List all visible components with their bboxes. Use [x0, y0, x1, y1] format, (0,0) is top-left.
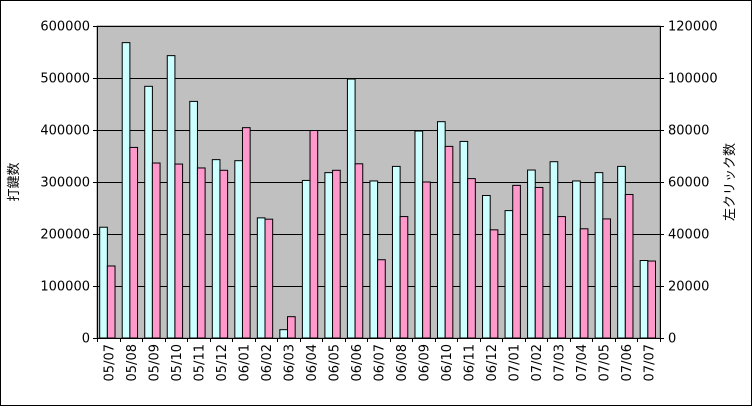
bar-left-clicks: [399, 216, 409, 339]
bar-left-clicks: [534, 186, 544, 339]
left-tick-label: 500000: [40, 72, 90, 87]
x-tick-label: 07/01: [508, 344, 523, 381]
bar-keystrokes: [459, 140, 469, 339]
left-axis-ticks: 0 100000 200000 300000 400000 500000 600000: [40, 20, 97, 347]
x-tick-label: 07/03: [553, 344, 568, 381]
left-axis-title: 打鍵数: [6, 162, 22, 201]
x-tick-label: 06/08: [395, 344, 410, 381]
x-tick-label: 06/03: [282, 344, 297, 381]
bar-left-clicks: [602, 218, 611, 339]
x-tick-label: 06/02: [260, 344, 275, 381]
bar-keystrokes: [279, 329, 289, 339]
bar-keystrokes: [549, 161, 559, 339]
right-tick-label: 60000: [668, 176, 709, 191]
right-tick-label: 100000: [668, 72, 718, 87]
bar-keystrokes: [414, 130, 424, 339]
x-tick-label: 05/07: [102, 344, 117, 381]
x-tick-label: 07/06: [620, 344, 635, 381]
bar-keystrokes: [256, 217, 266, 339]
bar-left-clicks: [377, 259, 386, 339]
x-tick-label: 06/06: [350, 344, 365, 381]
right-tick-label: 80000: [668, 124, 709, 139]
bar-left-clicks: [354, 163, 364, 339]
bar-left-clicks: [422, 181, 431, 339]
bar-keystrokes: [166, 55, 176, 339]
bar-left-clicks: [264, 218, 274, 339]
x-tick-label: 07/02: [530, 344, 545, 381]
bar-keystrokes: [211, 159, 221, 339]
x-tick-label: 07/07: [643, 344, 658, 381]
bar-left-clicks: [512, 184, 521, 339]
right-axis-title: 左クリック数: [723, 143, 738, 221]
bar-keystrokes: [369, 180, 379, 339]
bar-keystrokes: [504, 210, 514, 339]
left-tick-label: 200000: [40, 228, 90, 243]
left-tick-label: 0: [82, 332, 90, 347]
x-axis-ticks: 05/07 05/08 05/09 05/10 05/11 05/12 06/01 06/02…: [97, 338, 661, 381]
bar-left-clicks: [287, 316, 296, 339]
right-tick-label: 0: [668, 332, 676, 347]
right-axis-ticks: 0 20000 40000 60000 80000 100000 120000: [660, 20, 718, 347]
x-tick-label: 06/07: [373, 344, 388, 381]
x-tick-label: 06/12: [485, 344, 500, 381]
bar-left-clicks: [174, 163, 184, 339]
bar-keystrokes: [324, 172, 334, 339]
x-tick-label: 06/05: [327, 344, 342, 381]
bar-keystrokes: [346, 78, 356, 339]
bar-left-clicks: [332, 169, 341, 339]
bar-left-clicks: [647, 260, 657, 339]
bar-keystrokes: [437, 121, 446, 339]
right-tick-label: 120000: [668, 20, 718, 35]
bar-keystrokes: [617, 165, 626, 339]
left-tick-label: 400000: [40, 124, 90, 139]
bar-keystrokes: [121, 42, 131, 339]
bar-keystrokes: [391, 165, 401, 339]
x-tick-label: 06/04: [305, 344, 320, 381]
right-tick-label: 20000: [668, 280, 709, 295]
bar-keystrokes: [594, 172, 604, 339]
bar-left-clicks: [151, 162, 161, 339]
x-tick-label: 05/10: [170, 344, 185, 381]
bar-left-clicks: [196, 167, 206, 339]
x-tick-label: 07/04: [575, 344, 590, 381]
bar-left-clicks: [444, 145, 454, 339]
bar-left-clicks: [624, 193, 634, 339]
x-tick-label: 05/09: [147, 344, 162, 381]
bar-left-clicks: [579, 228, 589, 339]
bar-left-clicks: [309, 130, 319, 339]
bar-keystrokes: [527, 169, 536, 339]
bar-keystrokes: [189, 100, 198, 339]
x-tick-label: 06/09: [418, 344, 433, 381]
bar-left-clicks: [219, 169, 229, 339]
left-tick-label: 300000: [40, 176, 90, 191]
bar-left-clicks: [557, 216, 566, 339]
bar-left-clicks: [489, 229, 499, 339]
bar-left-clicks: [467, 178, 476, 339]
bar-keystrokes: [639, 260, 649, 339]
bar-left-clicks: [241, 127, 251, 339]
bar-keystrokes: [482, 195, 491, 339]
x-tick-label: 06/01: [237, 344, 252, 381]
x-tick-label: 07/05: [598, 344, 613, 381]
bar-keystrokes: [144, 85, 153, 339]
bar-left-clicks: [106, 265, 116, 339]
bar-keystrokes: [99, 226, 108, 339]
left-tick-label: 100000: [40, 280, 90, 295]
x-tick-label: 06/11: [463, 344, 478, 381]
x-tick-label: 05/08: [125, 344, 140, 381]
bar-left-clicks: [129, 146, 139, 339]
x-tick-label: 06/10: [440, 344, 455, 381]
bar-keystrokes: [234, 160, 243, 339]
x-tick-label: 05/12: [215, 344, 230, 381]
x-tick-label: 05/11: [192, 344, 207, 381]
bar-keystrokes: [301, 179, 311, 339]
right-tick-label: 40000: [668, 228, 709, 243]
left-tick-label: 600000: [40, 20, 90, 35]
bar-keystrokes: [572, 180, 581, 339]
